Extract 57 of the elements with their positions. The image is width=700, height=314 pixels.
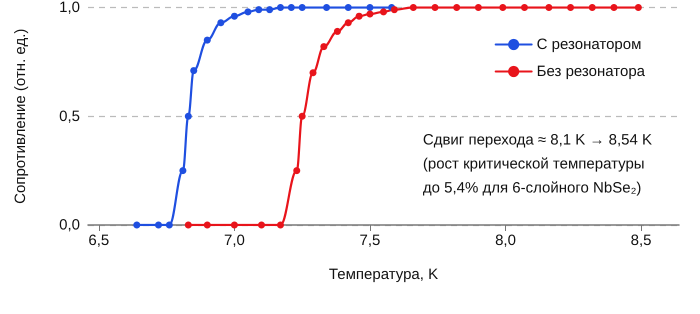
point — [320, 43, 328, 50]
point — [258, 222, 266, 228]
x-tick-label: 7,0 — [224, 232, 245, 249]
x-tick-label: 8,0 — [495, 232, 516, 249]
point — [184, 112, 192, 120]
point — [432, 4, 439, 11]
x-tick-label: 8,5 — [630, 232, 652, 249]
point — [288, 4, 295, 11]
point — [204, 222, 211, 228]
point — [133, 222, 140, 228]
point — [266, 6, 274, 14]
point — [344, 4, 352, 11]
point — [184, 222, 192, 228]
point — [244, 8, 252, 16]
point — [545, 4, 552, 11]
y-tick-label: 0,5 — [59, 108, 80, 125]
point — [366, 10, 374, 18]
point — [230, 222, 238, 228]
point — [588, 4, 596, 11]
point — [610, 4, 618, 11]
point — [276, 4, 284, 11]
point — [380, 8, 387, 16]
x-tick-label: 7,5 — [360, 232, 380, 249]
y-axis-title: Сопротивление (отн. ед.) — [12, 28, 29, 204]
point — [166, 222, 173, 228]
point — [230, 12, 238, 20]
point — [390, 6, 398, 14]
point — [567, 4, 574, 11]
point — [323, 4, 330, 11]
legend-label: С резонатором — [536, 36, 642, 53]
y-tick-label: 1,0 — [59, 0, 80, 16]
point — [356, 12, 363, 20]
point — [179, 167, 186, 174]
point — [310, 69, 317, 76]
point — [204, 36, 211, 44]
point — [634, 4, 642, 11]
point — [190, 67, 198, 74]
point — [366, 4, 374, 11]
annotation: Сдвиг перехода ≈ 8,1 K → 8,54 K (рост критической температуры до 5,4% для 6-слойного NbSe₂) — [422, 132, 652, 196]
point — [298, 4, 306, 11]
point — [255, 6, 262, 14]
point — [410, 4, 417, 11]
y-tick-label: 0,0 — [59, 216, 80, 234]
x-axis-title: Температура, K — [328, 266, 438, 283]
x-tick-label: 6,5 — [88, 232, 110, 249]
legend-label: Без резонатора — [536, 63, 646, 80]
point — [298, 112, 306, 120]
point — [520, 4, 528, 11]
point — [344, 19, 352, 26]
point — [499, 4, 506, 11]
point — [217, 19, 224, 26]
point — [474, 4, 482, 11]
point — [276, 222, 284, 228]
point — [154, 222, 162, 228]
point — [334, 28, 341, 35]
point — [453, 4, 460, 11]
point — [293, 167, 300, 174]
